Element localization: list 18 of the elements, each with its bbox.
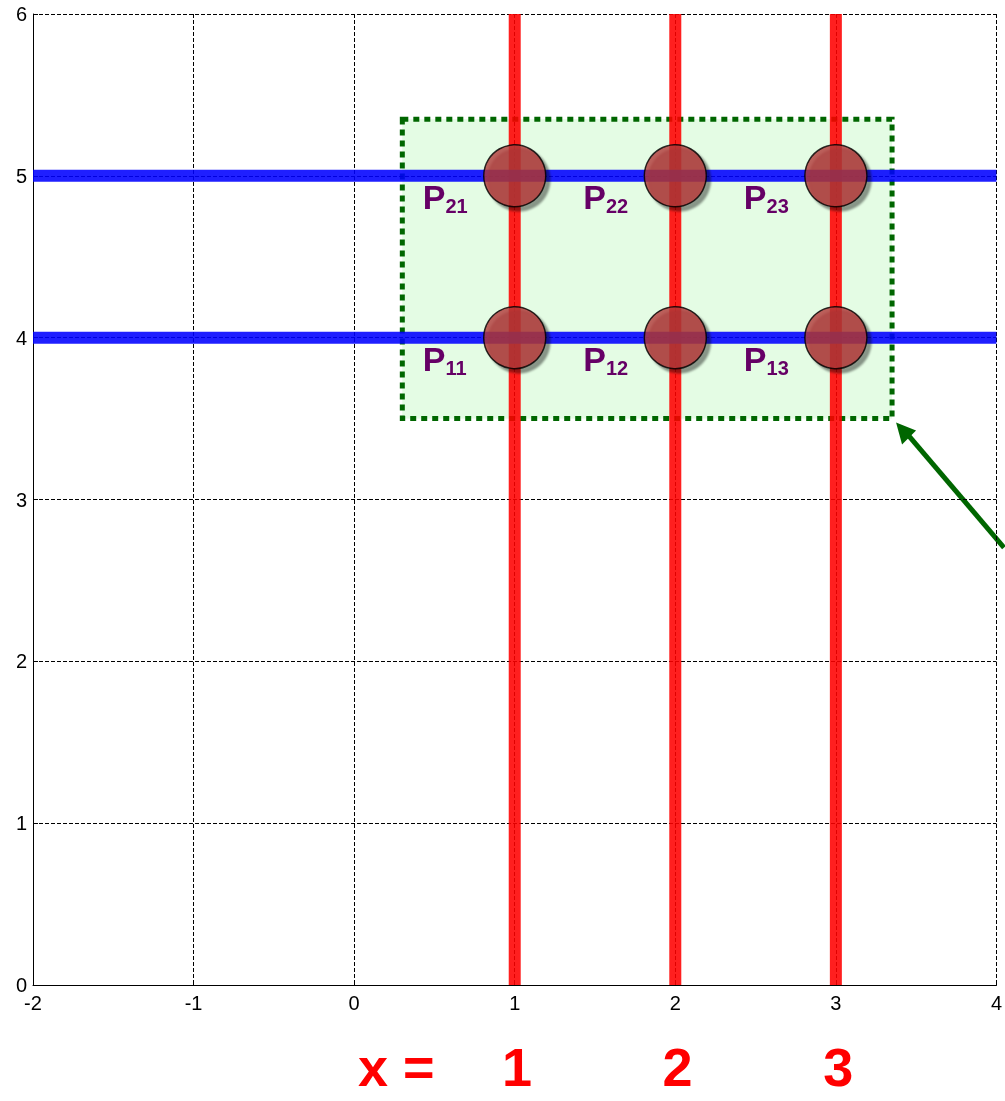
y-tick-label: 4	[15, 326, 27, 349]
y-tick-label: 0	[15, 974, 27, 996]
text: 3	[823, 1037, 854, 1097]
text: 1	[501, 1037, 533, 1097]
x-tick-label: 0	[348, 992, 360, 1014]
text: 2	[662, 1037, 693, 1097]
x-tick-label: 4	[990, 992, 1002, 1014]
y-tick-label: 5	[15, 164, 27, 187]
text: x =	[358, 1037, 435, 1097]
x-tick-label: 1	[509, 992, 521, 1014]
y-tick-label: 6	[15, 3, 27, 25]
y-tick-label: 3	[15, 488, 27, 511]
y-tick-label: 1	[15, 812, 27, 835]
x-tick-label: 3	[830, 992, 842, 1014]
x-tick-label: -1	[184, 992, 203, 1014]
x-tick-label: 2	[669, 992, 681, 1014]
x-tick-label: -2	[24, 992, 42, 1014]
y-tick-label: 2	[15, 650, 27, 673]
